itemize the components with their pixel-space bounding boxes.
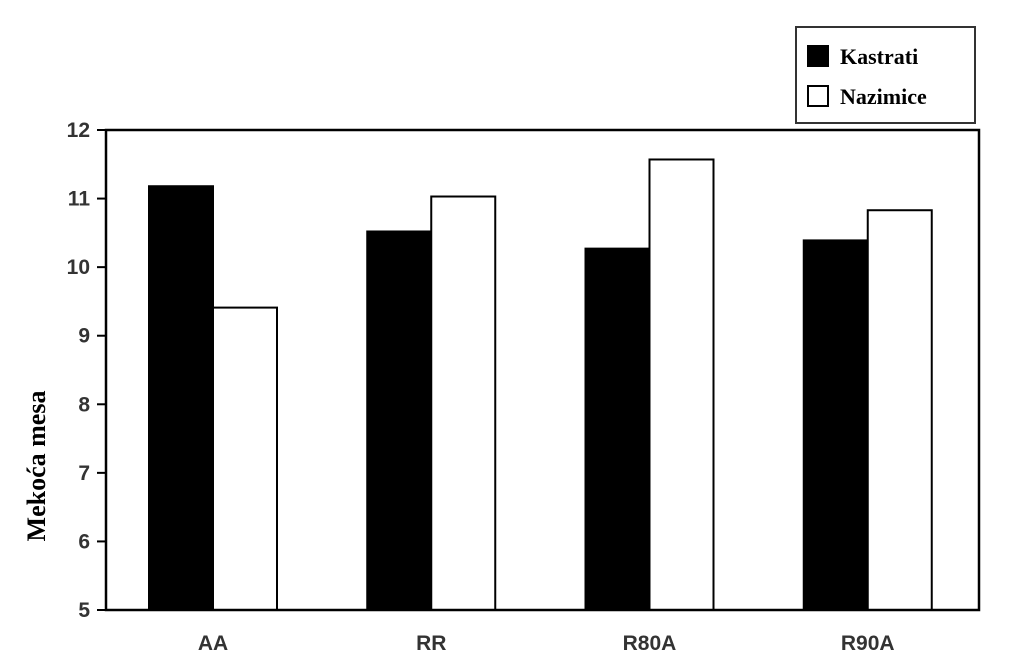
y-tick-label: 6 bbox=[78, 530, 90, 553]
legend-label-kastrati: Kastrati bbox=[840, 44, 918, 69]
bar-nazimice-r90a bbox=[866, 209, 933, 611]
y-tick-label: 12 bbox=[67, 119, 90, 142]
bar-kastrati-r80a bbox=[584, 247, 651, 611]
bar-kastrati-r90a bbox=[802, 239, 869, 611]
bar-kastrati-rr bbox=[366, 230, 433, 611]
y-tick-label: 5 bbox=[78, 599, 90, 622]
bar-nazimice-r80a bbox=[648, 158, 715, 611]
legend: Kastrati Nazimice bbox=[795, 26, 976, 124]
bar-kastrati-aa bbox=[148, 185, 214, 611]
plot-frame bbox=[104, 128, 981, 612]
legend-swatch-kastrati bbox=[807, 45, 829, 67]
x-tick-label: RR bbox=[416, 632, 446, 655]
y-tick-label: 10 bbox=[67, 256, 90, 279]
y-tick-label: 7 bbox=[78, 462, 90, 485]
x-tick-label: R80A bbox=[623, 632, 677, 655]
bar-nazimice-rr bbox=[430, 195, 497, 611]
y-tick-label: 9 bbox=[78, 325, 90, 348]
legend-label-nazimice: Nazimice bbox=[840, 84, 927, 109]
y-axis-label: Mekoća mesa bbox=[22, 391, 51, 542]
legend-swatch-nazimice bbox=[807, 85, 829, 107]
bar-nazimice-aa bbox=[212, 306, 278, 611]
y-tick-label: 11 bbox=[68, 188, 91, 211]
x-tick-label: AA bbox=[198, 632, 228, 655]
y-tick-label: 8 bbox=[78, 393, 90, 416]
x-tick-label: R90A bbox=[841, 632, 895, 655]
